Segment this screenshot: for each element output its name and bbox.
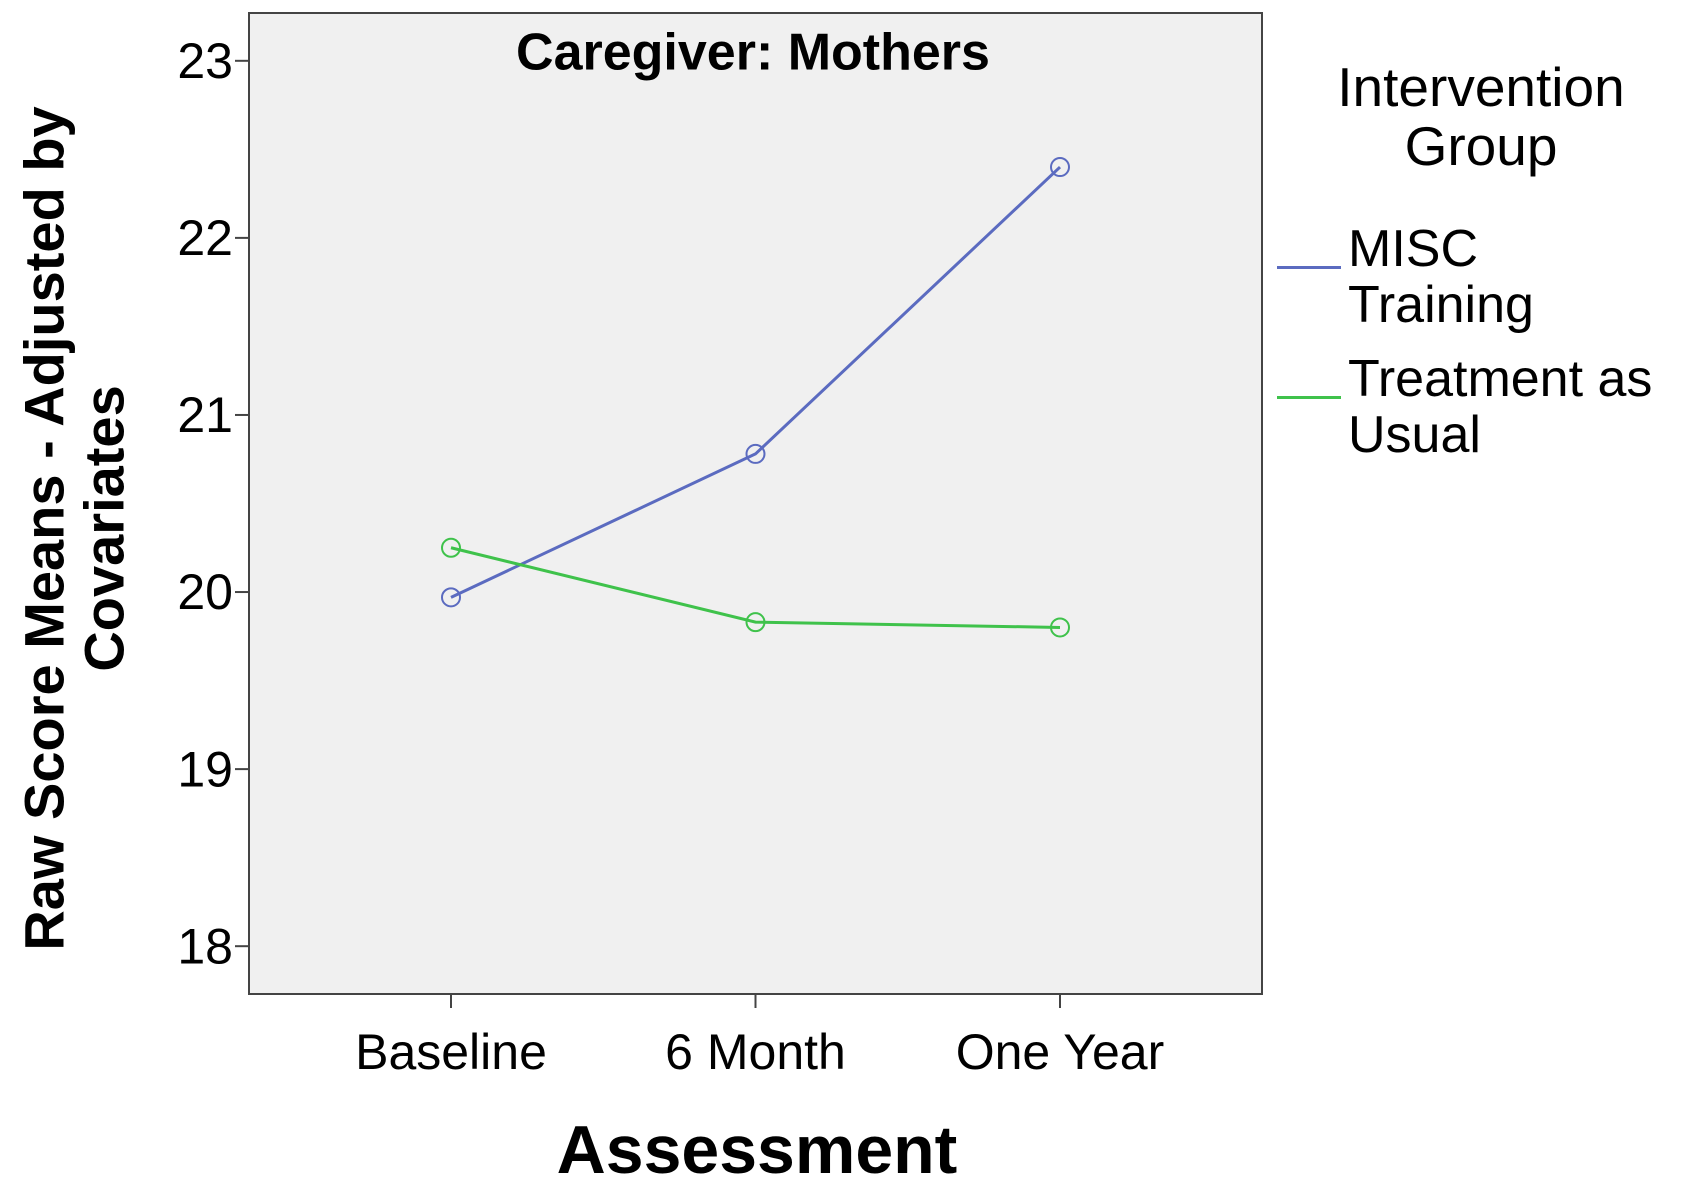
series-line: [450, 165, 1062, 599]
y-tick-label: 23: [177, 33, 233, 89]
marker: [1050, 157, 1070, 178]
chart-title: Caregiver: Mothers: [516, 24, 990, 82]
plot-area: [248, 12, 1263, 995]
marker: [441, 587, 461, 608]
y-tick-label: 21: [177, 387, 233, 443]
marker: [745, 443, 766, 464]
marker: [441, 537, 461, 558]
y-tick-label: 19: [177, 741, 233, 797]
legend-label: MISC Training: [1348, 220, 1534, 334]
series-line: [450, 546, 1061, 629]
legend-label: Treatment as Usual: [1348, 350, 1653, 464]
y-axis-label: Raw Score Means - Adjusted by Covariates: [12, 106, 136, 951]
y-tick-label: 18: [177, 918, 233, 974]
y-tick-label: 20: [177, 564, 233, 620]
x-axis-label: Assessment: [557, 1112, 958, 1182]
x-tick-label: 6 Month: [665, 1024, 846, 1080]
x-tick-label: One Year: [956, 1024, 1165, 1080]
marker: [745, 612, 766, 633]
x-tick-label: Baseline: [355, 1024, 547, 1080]
y-tick-label: 22: [177, 210, 233, 266]
legend-swatch: [1277, 266, 1341, 269]
legend-swatch: [1277, 396, 1341, 399]
marker: [1050, 617, 1070, 638]
legend-title: Intervention Group: [1337, 56, 1625, 178]
